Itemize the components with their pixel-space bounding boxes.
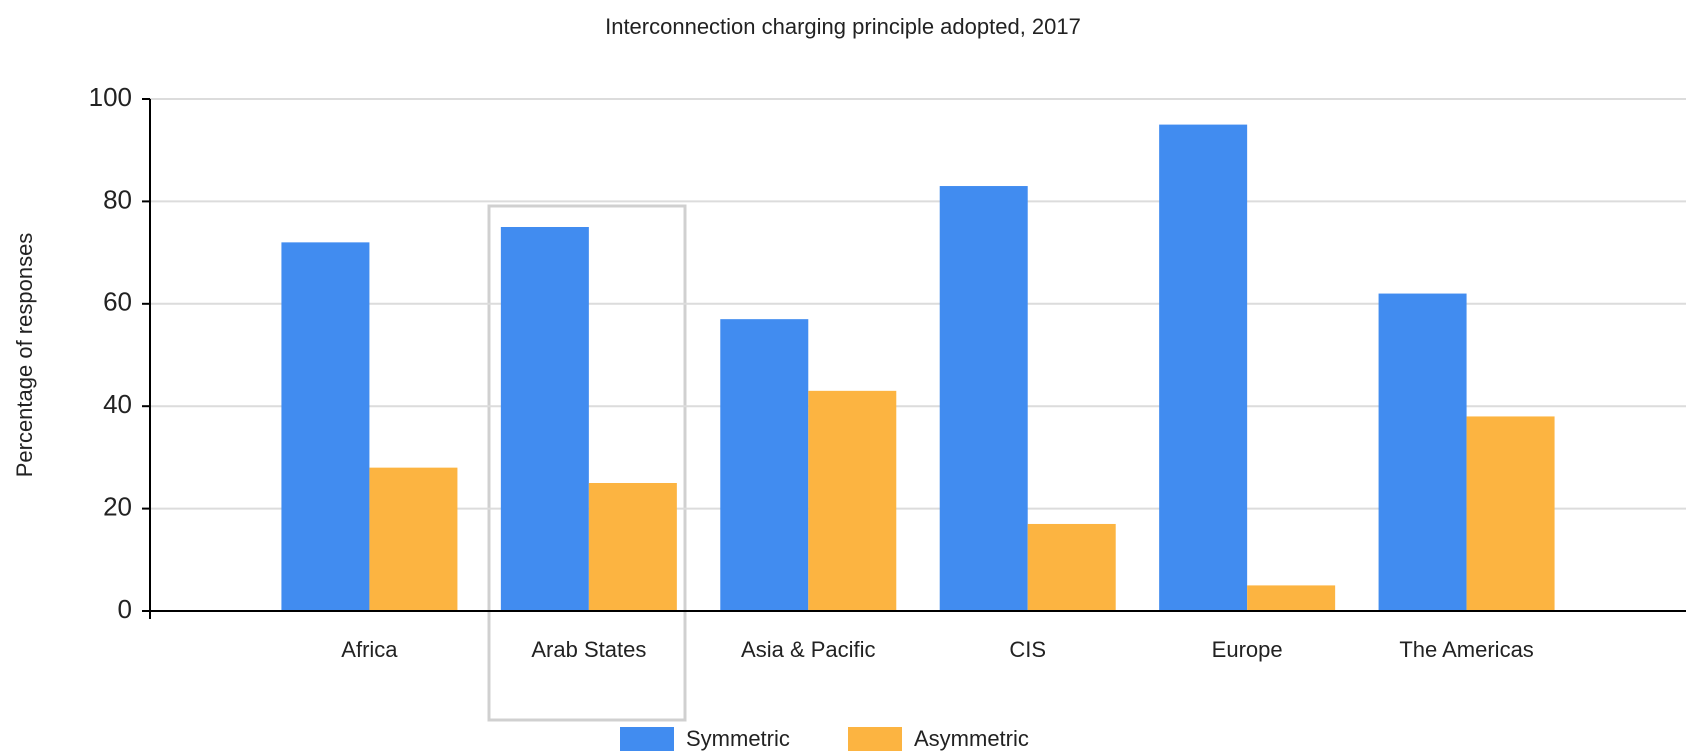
bar: [939, 186, 1028, 612]
legend-label: Asymmetric: [914, 726, 1029, 751]
x-tick-label: Europe: [1212, 637, 1283, 662]
bar: [500, 227, 589, 611]
bar: [1466, 416, 1555, 611]
selection-box: [487, 204, 687, 722]
bar: [369, 467, 458, 611]
x-tick-label: CIS: [1009, 637, 1046, 662]
x-tick-label: The Americas: [1399, 637, 1534, 662]
bar: [720, 319, 809, 611]
y-tick-label: 80: [103, 184, 132, 214]
bar: [588, 483, 677, 611]
bar: [1378, 293, 1467, 611]
y-axis-label: Percentage of responses: [12, 233, 37, 478]
y-tick-label: 0: [118, 594, 132, 624]
bar: [281, 242, 370, 612]
bar: [1247, 585, 1336, 611]
y-tick-label: 100: [89, 82, 132, 112]
bar: [1027, 523, 1116, 611]
bar: [1159, 124, 1248, 611]
x-tick-label: Arab States: [531, 637, 646, 662]
chart-title: Interconnection charging principle adopt…: [605, 14, 1081, 39]
y-tick-label: 60: [103, 287, 132, 317]
x-tick-label: Asia & Pacific: [741, 637, 876, 662]
bar: [808, 390, 897, 611]
x-tick-label: Africa: [341, 637, 398, 662]
y-tick-label: 40: [103, 389, 132, 419]
legend-swatch: [848, 727, 902, 751]
y-tick-label: 20: [103, 491, 132, 521]
legend-label: Symmetric: [686, 726, 790, 751]
legend-swatch: [620, 727, 674, 751]
